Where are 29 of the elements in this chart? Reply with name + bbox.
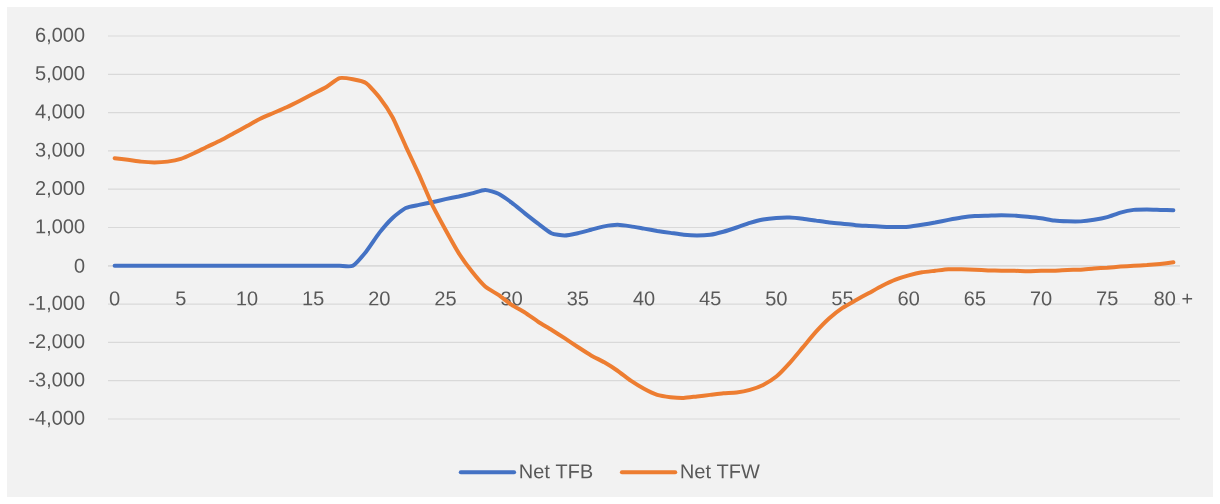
x-tick-label: 65	[964, 291, 986, 306]
x-tick-label: 20	[369, 291, 390, 306]
x-tick-label: 75	[1097, 291, 1118, 306]
line-series	[112, 187, 1176, 269]
x-tick-label: 80 +	[1154, 291, 1193, 306]
x-tick-label: 60	[898, 291, 920, 306]
x-tick-label: 45	[699, 291, 721, 306]
y-tick-label: -3,000	[29, 372, 85, 389]
y-tick-label: 3,000	[35, 142, 85, 160]
y-tick-label: -2,000	[29, 334, 85, 351]
x-tick-label: 35	[567, 291, 589, 306]
y-tick-label: 6,000	[36, 27, 85, 45]
x-tick-label: 0	[109, 291, 120, 306]
x-tick-label: 5	[176, 291, 186, 306]
x-tick-label: 40	[633, 291, 655, 306]
y-tick-label: 1,000	[36, 219, 85, 236]
x-tick-label: 10	[237, 291, 258, 306]
y-tick-label: -4,000	[29, 410, 85, 428]
x-tick-label: 50	[766, 291, 787, 306]
y-tick-label: 4,000	[35, 104, 85, 121]
y-tick-label: 0	[74, 258, 85, 273]
y-tick-label: 2,000	[36, 180, 85, 198]
legend-label: Net TFW	[681, 464, 760, 479]
y-tick-label: 5,000	[35, 66, 85, 83]
x-tick-label: 25	[435, 291, 456, 306]
x-tick-label: 15	[303, 291, 324, 306]
legend-label: Net TFB	[520, 464, 593, 479]
y-tick-label: -1,000	[29, 295, 85, 313]
x-tick-label: 70	[1030, 291, 1052, 306]
